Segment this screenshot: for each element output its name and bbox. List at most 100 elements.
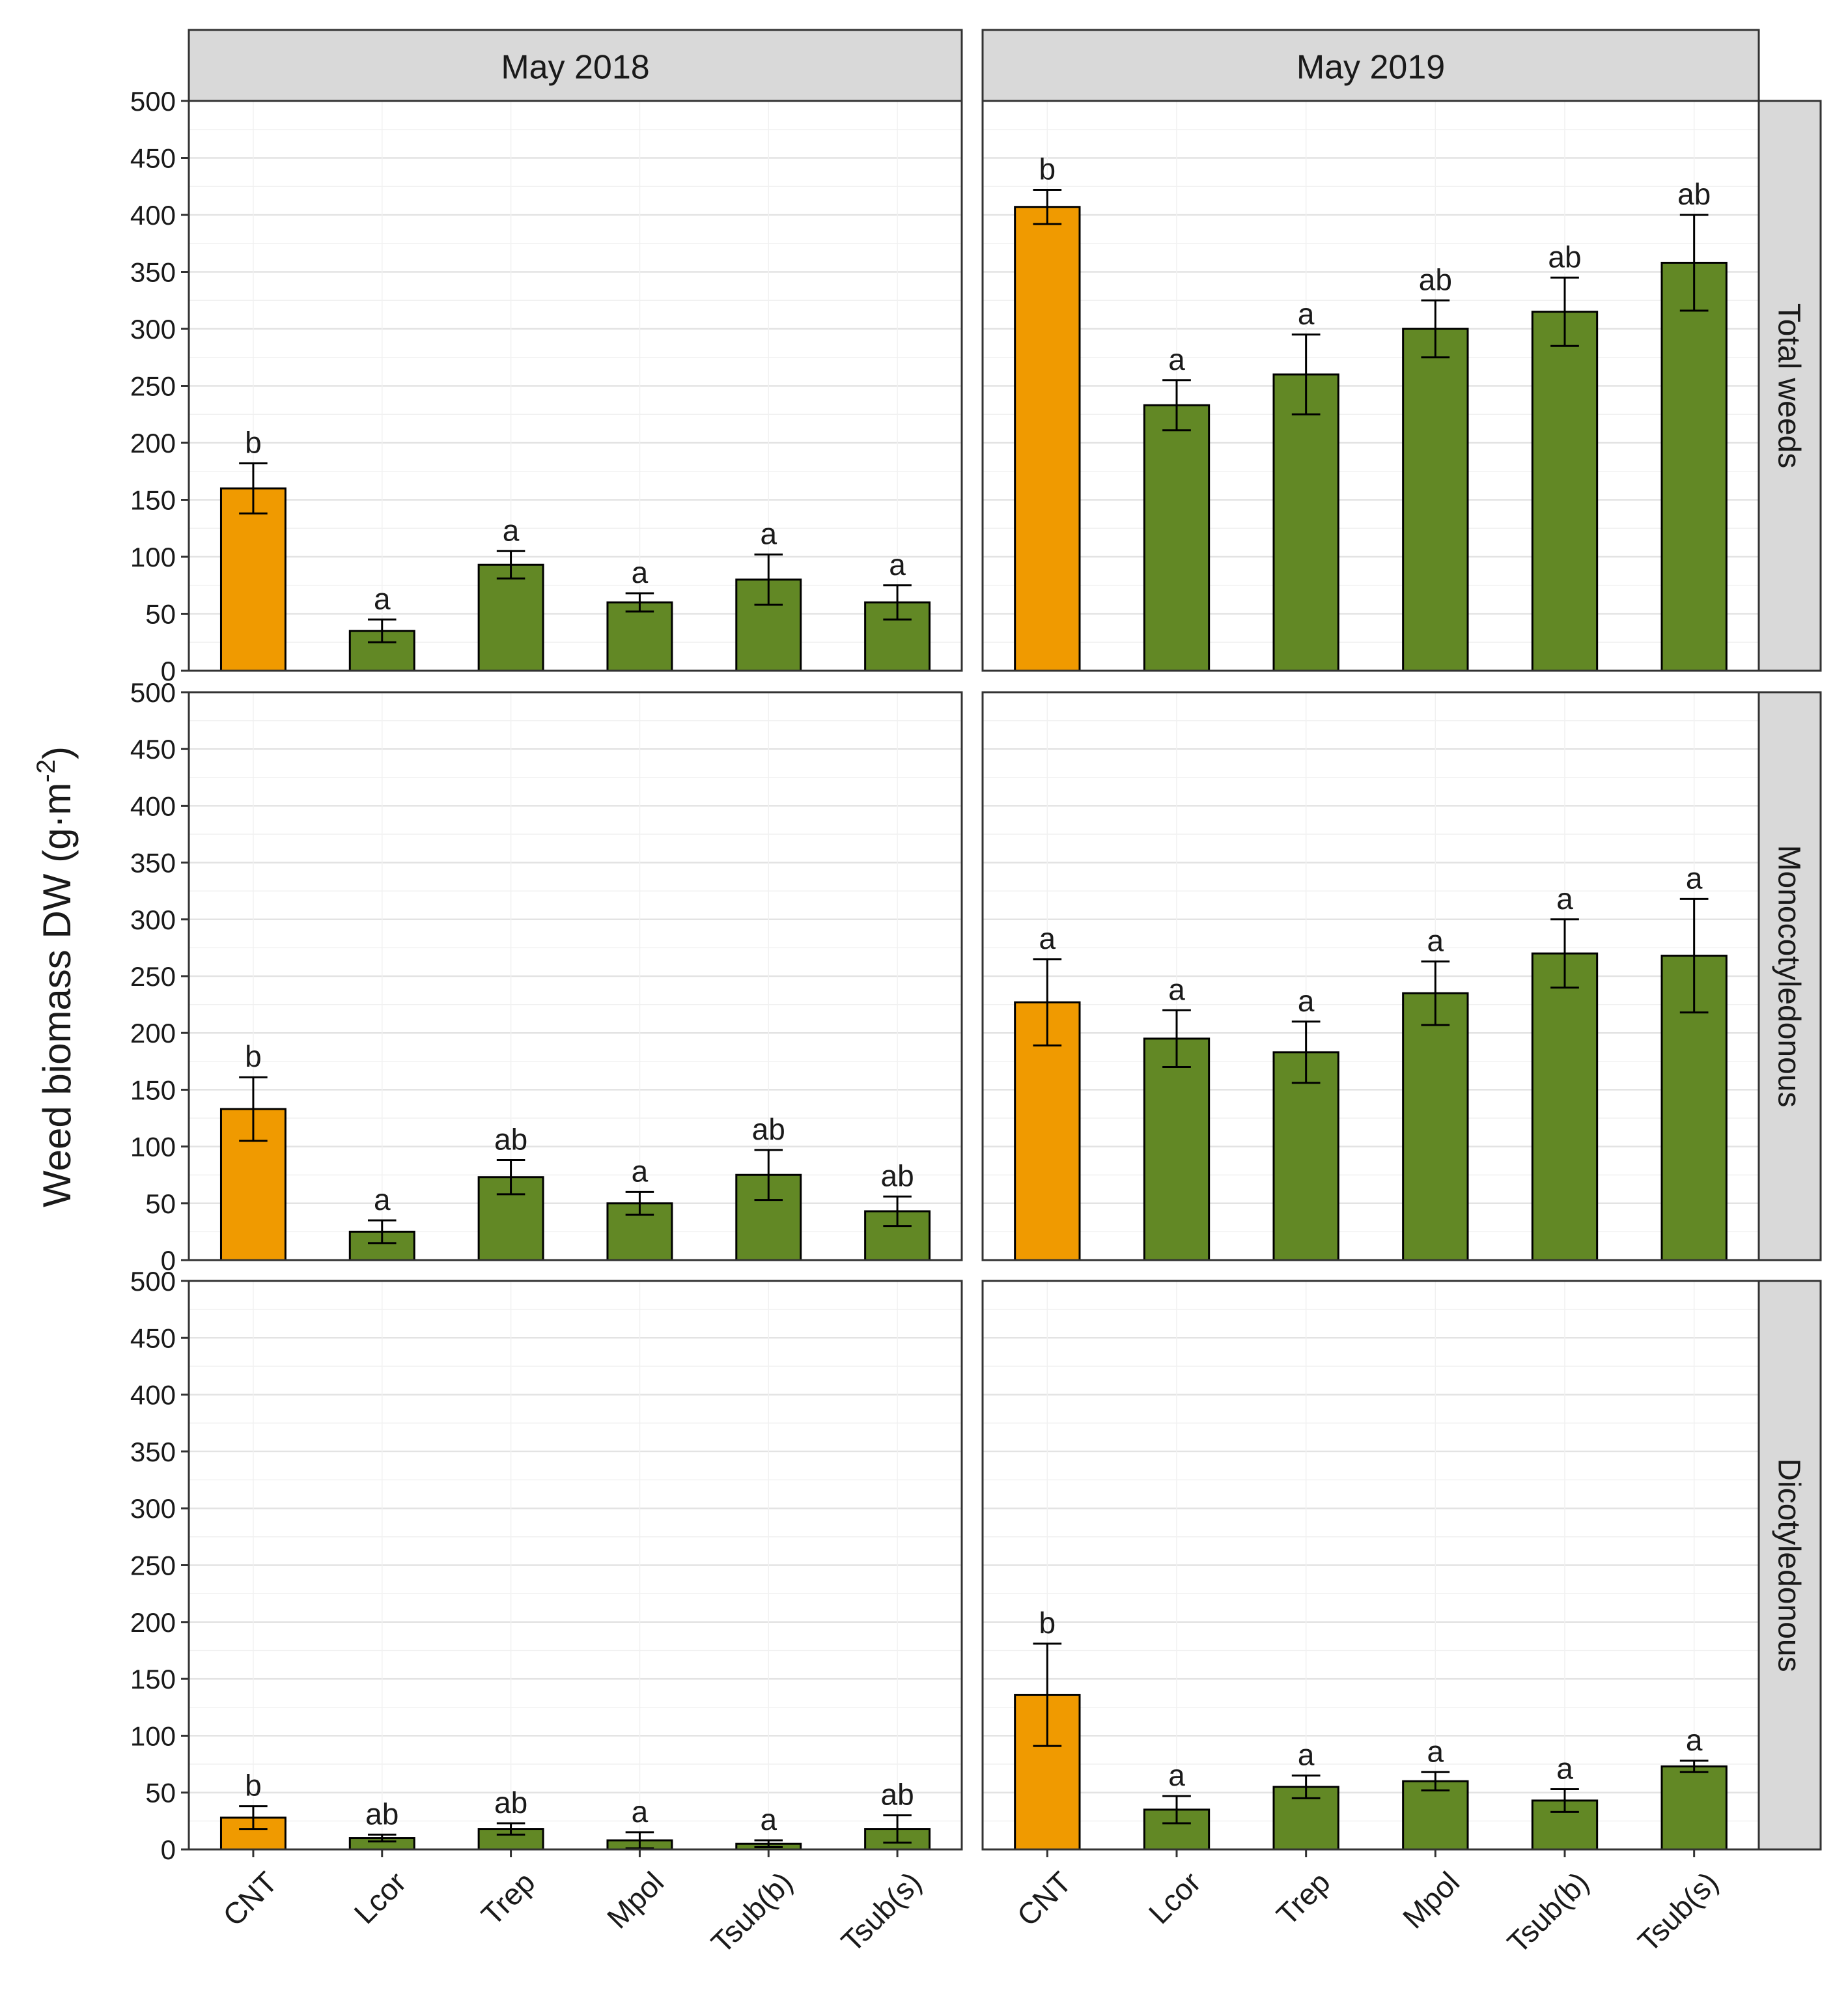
panel-r3c2-significance-letter: a xyxy=(1168,1758,1185,1792)
panel-r3c1: b ab ab a a ab 0 50 100 150 200 250 300 350 400 450 500 C… xyxy=(130,1266,963,1959)
panel-r3c2: b a a a a a CNT Lcor Trep Mpol Tsub(b) Tsub(s) xyxy=(981,1280,1760,1959)
row-strip-label-1: Total weeds xyxy=(1772,303,1806,468)
row-strip-label-2: Monocotyledonous xyxy=(1772,845,1806,1108)
x-tick-label-Tsub(s): Tsub(s) xyxy=(834,1865,927,1958)
column-strip-label-1: May 2018 xyxy=(501,49,649,87)
y-tick-label: 450 xyxy=(130,734,176,765)
y-axis-title: Weed biomass DW (g·m-2) xyxy=(32,746,79,1207)
y-tick-label: 500 xyxy=(130,1266,176,1297)
y-tick-label: 400 xyxy=(130,1380,176,1411)
panel-r1c2-significance-letter: ab xyxy=(1548,240,1581,274)
panel-r2c2: a a a a a a xyxy=(981,691,1760,1261)
x-tick-label-Lcor: Lcor xyxy=(1142,1865,1207,1930)
panel-r3c2-border xyxy=(981,1280,1760,1851)
y-tick-label: 200 xyxy=(130,428,176,458)
panel-r1c2-border xyxy=(981,100,1760,672)
panel-r1c1-significance-letter: a xyxy=(632,555,649,589)
y-tick-label: 450 xyxy=(130,143,176,174)
x-tick-label-Tsub(s): Tsub(s) xyxy=(1631,1865,1724,1958)
panel-r3c1-significance-letter: b xyxy=(245,1769,262,1803)
x-tick-label-Trep: Trep xyxy=(475,1865,541,1931)
panel-r1c2-bar-Mpol xyxy=(1402,328,1469,672)
y-tick-label: 350 xyxy=(130,1437,176,1467)
panel-r2c1-significance-letter: a xyxy=(374,1183,391,1216)
panel-r2c2-bar-Tsub(b) xyxy=(1531,952,1599,1261)
panel-r3c1-significance-letter: a xyxy=(632,1795,649,1829)
panel-r1c2-bar-Lcor xyxy=(1143,404,1211,672)
x-tick-label-Lcor: Lcor xyxy=(348,1865,413,1930)
y-tick-label: 100 xyxy=(130,1720,176,1751)
x-tick-label-CNT: CNT xyxy=(1011,1865,1078,1933)
panel-r3c2-significance-letter: a xyxy=(1298,1738,1315,1772)
y-tick-label: 50 xyxy=(145,1778,176,1808)
panel-r3c2-bar-Mpol xyxy=(1402,1780,1469,1851)
y-tick-label: 500 xyxy=(130,86,176,117)
y-axis-title-superscript: -2 xyxy=(32,759,61,783)
panel-r1c1-significance-letter: a xyxy=(503,513,520,547)
panel-r2c2-significance-letter: a xyxy=(1298,984,1315,1018)
panel-r1c1-bar-Trep xyxy=(477,563,544,672)
y-tick-label: 150 xyxy=(130,485,176,516)
panel-r2c1: b a ab a ab ab 0 50 100 150 200 250 300 350 400 450 500 xyxy=(130,677,963,1276)
panel-r3c2-significance-letter: a xyxy=(1427,1734,1444,1768)
panel-r1c1-bar-CNT xyxy=(219,487,287,672)
panel-r2c2-significance-letter: a xyxy=(1686,861,1703,895)
row-strip-2 xyxy=(1757,691,1822,1261)
row-strip-3 xyxy=(1757,1280,1822,1851)
panel-r2c2-bar-Trep xyxy=(1272,1051,1339,1261)
row-strip-1 xyxy=(1757,100,1822,672)
panel-r1c1-significance-letter: a xyxy=(760,517,777,551)
panel-r1c2-significance-letter: b xyxy=(1039,152,1056,186)
y-tick-label: 0 xyxy=(161,656,176,686)
y-tick-label: 250 xyxy=(130,1551,176,1581)
x-tick-label-Trep: Trep xyxy=(1270,1865,1336,1931)
column-strip-2 xyxy=(981,29,1760,102)
panel-r2c2-bar-Mpol xyxy=(1402,992,1469,1261)
panel-r1c2-significance-letter: ab xyxy=(1419,262,1452,296)
y-tick-label: 450 xyxy=(130,1323,176,1353)
y-tick-label: 0 xyxy=(161,1834,176,1865)
panel-r1c1-significance-letter: b xyxy=(245,426,262,460)
y-tick-label: 400 xyxy=(130,200,176,231)
panel-r1c2: b a a ab ab ab xyxy=(981,100,1760,672)
panel-r3c2-significance-letter: b xyxy=(1039,1606,1056,1640)
y-tick-label: 150 xyxy=(130,1074,176,1105)
x-tick-label-Mpol: Mpol xyxy=(600,1865,670,1935)
x-tick-label-Tsub(b): Tsub(b) xyxy=(1501,1865,1595,1959)
panel-r2c1-significance-letter: ab xyxy=(494,1123,527,1157)
panel-r2c1-significance-letter: ab xyxy=(880,1158,914,1192)
panel-r1c2-bar-CNT xyxy=(1014,206,1081,672)
panel-r3c1-significance-letter: ab xyxy=(494,1786,527,1819)
y-tick-label: 150 xyxy=(130,1664,176,1694)
y-tick-label: 350 xyxy=(130,848,176,878)
panel-r1c1-bar-Mpol xyxy=(606,601,673,672)
panel-r2c1-significance-letter: ab xyxy=(752,1112,785,1146)
y-axis-title-text: Weed biomass DW (g·m-2) xyxy=(32,746,79,1207)
y-axis-title-close: ) xyxy=(35,746,79,759)
panel-r1c2-significance-letter: a xyxy=(1168,343,1185,376)
y-tick-label: 500 xyxy=(130,677,176,708)
y-tick-label: 200 xyxy=(130,1607,176,1638)
x-tick-label-Tsub(b): Tsub(b) xyxy=(705,1865,799,1959)
y-tick-label: 250 xyxy=(130,961,176,992)
panel-r3c1-significance-letter: ab xyxy=(365,1797,399,1831)
panel-r2c2-significance-letter: a xyxy=(1427,923,1444,957)
x-tick-label-Mpol: Mpol xyxy=(1396,1865,1466,1935)
y-tick-label: 400 xyxy=(130,791,176,821)
y-tick-label: 300 xyxy=(130,905,176,935)
panel-r1c2-bar-Trep xyxy=(1272,373,1339,672)
plot-layer: May 2018 May 2019 Total weeds Monocotyledon… xyxy=(130,29,1822,1959)
panel-r2c2-significance-letter: a xyxy=(1168,972,1185,1006)
y-tick-label: 250 xyxy=(130,371,176,402)
panel-r1c1-significance-letter: a xyxy=(889,548,906,582)
row-strip-label-3: Dicotyledonous xyxy=(1772,1458,1806,1672)
panel-r2c2-significance-letter: a xyxy=(1039,921,1056,955)
panel-r3c1-significance-letter: ab xyxy=(880,1778,914,1812)
y-tick-label: 0 xyxy=(161,1245,176,1276)
panel-r2c2-significance-letter: a xyxy=(1556,882,1573,916)
column-strip-label-2: May 2019 xyxy=(1296,49,1445,87)
panel-r2c2-bar-Lcor xyxy=(1143,1037,1211,1261)
panel-r1c1-significance-letter: a xyxy=(374,582,391,615)
y-tick-label: 300 xyxy=(130,1493,176,1524)
